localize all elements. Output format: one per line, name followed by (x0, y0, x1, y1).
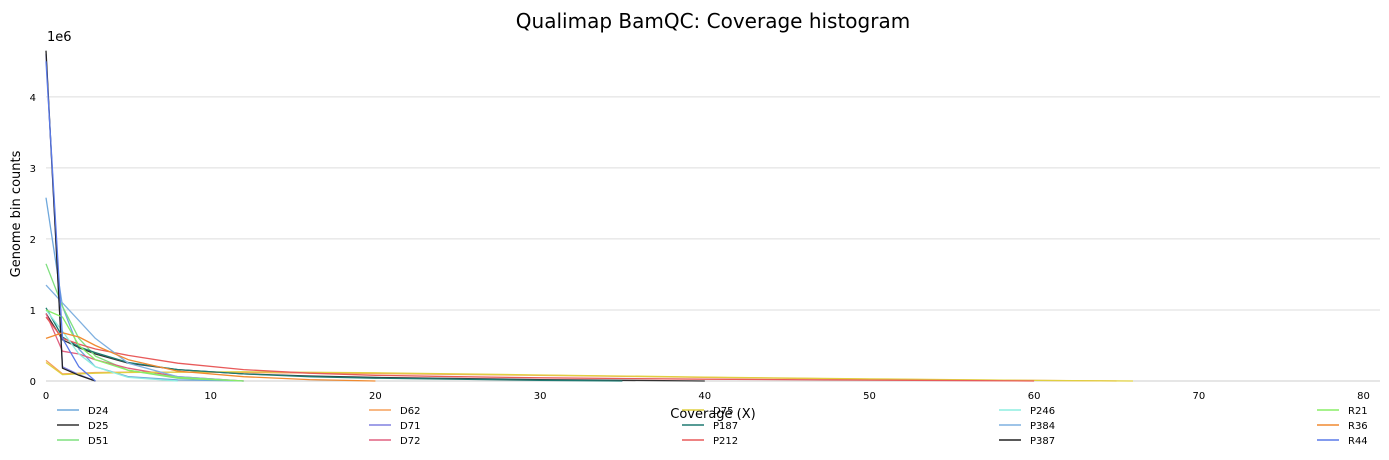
x-tick-label: 70 (1192, 391, 1205, 402)
legend-item-d62[interactable]: D62 (369, 406, 420, 417)
legend-label: D75 (713, 406, 733, 417)
legend: D24 D25 D51 D62 D71 D72 D75 P187 P212 P246 P384 P38… (57, 406, 1368, 447)
series-line-d72 (45, 313, 244, 382)
y-axis-label: Genome bin counts (9, 150, 24, 277)
grid-lines (46, 96, 1380, 382)
series-line-r21 (45, 309, 244, 382)
x-tick-label: 30 (534, 391, 547, 402)
x-ticks: 0 10 20 30 40 50 60 70 80 (43, 391, 1370, 402)
legend-label: D72 (400, 436, 420, 447)
legend-item-d51[interactable]: D51 (57, 436, 108, 447)
legend-item-d72[interactable]: D72 (369, 436, 420, 447)
series-line-r44 (45, 61, 96, 382)
series-lines (45, 50, 1134, 382)
x-tick-label: 10 (204, 391, 217, 402)
x-tick-label: 0 (43, 391, 49, 402)
legend-item-r36[interactable]: R36 (1317, 421, 1368, 432)
legend-item-r21[interactable]: R21 (1317, 406, 1368, 417)
legend-label: D25 (88, 421, 108, 432)
y-tick-label: 2 (30, 235, 36, 246)
legend-item-p212[interactable]: P212 (682, 436, 738, 447)
series-line-p246 (45, 309, 178, 382)
y-offset-label: 1e6 (47, 30, 72, 45)
x-tick-label: 40 (698, 391, 711, 402)
legend-item-d75[interactable]: D75 (682, 406, 733, 417)
y-ticks: 0 1 2 3 4 (30, 93, 36, 388)
legend-label: D51 (88, 436, 108, 447)
legend-item-r44[interactable]: R44 (1317, 436, 1368, 447)
x-tick-label: 50 (863, 391, 876, 402)
series-line-r36 (45, 332, 376, 382)
legend-label: P187 (713, 421, 738, 432)
legend-label: R21 (1348, 406, 1368, 417)
chart-title: Qualimap BamQC: Coverage histogram (516, 9, 910, 33)
series-line-d75 (45, 361, 1134, 382)
series-line-p384 (45, 284, 244, 382)
legend-label: D62 (400, 406, 420, 417)
x-tick-label: 80 (1357, 391, 1370, 402)
x-tick-label: 20 (369, 391, 382, 402)
y-tick-label: 3 (30, 164, 36, 175)
legend-item-p387[interactable]: P387 (999, 436, 1055, 447)
legend-item-p187[interactable]: P187 (682, 421, 738, 432)
series-line-p212 (45, 316, 1035, 382)
legend-item-d24[interactable]: D24 (57, 406, 108, 417)
legend-label: D24 (88, 406, 108, 417)
series-line-p187 (45, 307, 623, 382)
legend-label: D71 (400, 421, 420, 432)
legend-item-d25[interactable]: D25 (57, 421, 108, 432)
y-tick-label: 0 (30, 377, 36, 388)
legend-label: P246 (1030, 406, 1055, 417)
legend-label: P384 (1030, 421, 1055, 432)
y-tick-label: 4 (30, 93, 36, 104)
legend-label: P387 (1030, 436, 1055, 447)
legend-label: R44 (1348, 436, 1368, 447)
legend-item-p246[interactable]: P246 (999, 406, 1055, 417)
series-line-d51 (45, 263, 244, 382)
legend-label: P212 (713, 436, 738, 447)
legend-item-p384[interactable]: P384 (999, 421, 1055, 432)
legend-label: R36 (1348, 421, 1368, 432)
y-tick-label: 1 (30, 306, 36, 317)
legend-item-d71[interactable]: D71 (369, 421, 420, 432)
x-tick-label: 60 (1028, 391, 1041, 402)
